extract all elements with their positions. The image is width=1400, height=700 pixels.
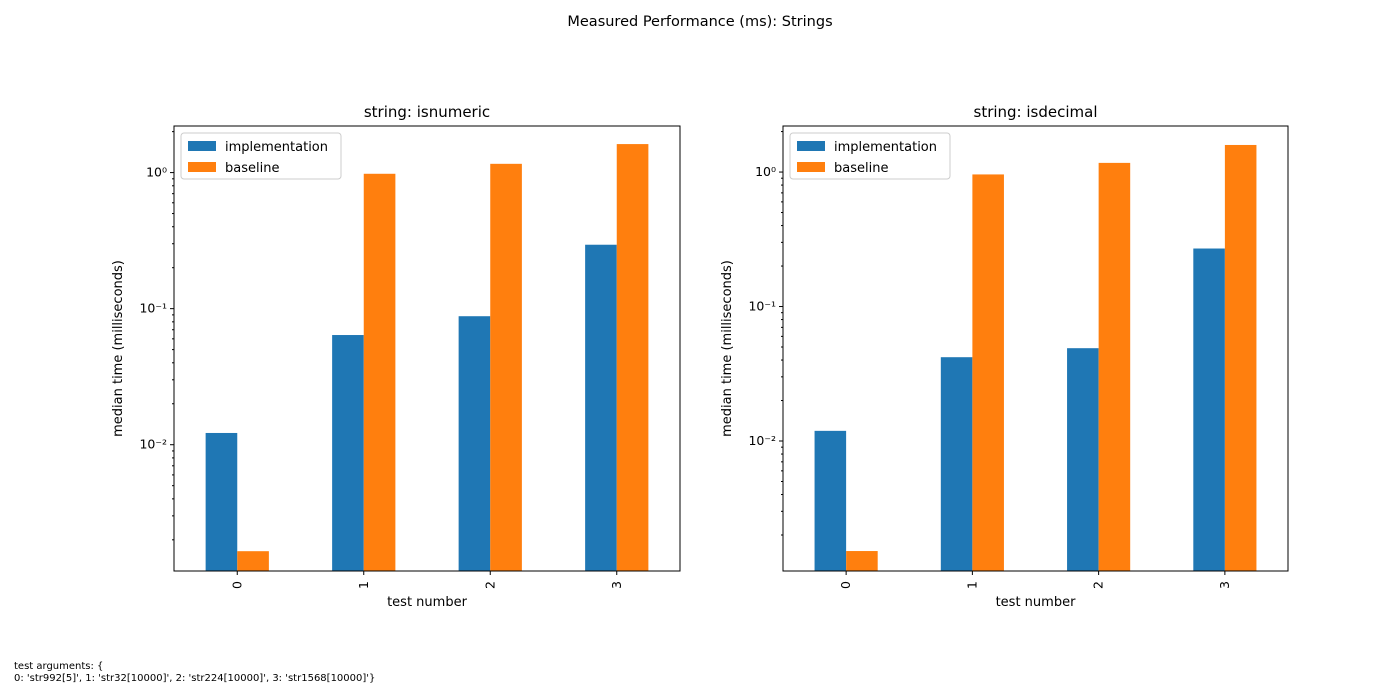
y-tick-label: 10⁻² bbox=[139, 437, 167, 452]
footnote-line-2: 0: 'str992[5]', 1: 'str32[10000]', 2: 's… bbox=[14, 673, 376, 684]
x-axis-label: test number bbox=[387, 595, 467, 610]
bar-baseline-1 bbox=[972, 174, 1004, 571]
bar-implementation-0 bbox=[205, 432, 238, 571]
bar-implementation-2 bbox=[458, 316, 491, 571]
x-tick-label: 3 bbox=[1217, 581, 1232, 589]
y-tick-label: 10⁻¹ bbox=[139, 301, 167, 316]
bar-baseline-1 bbox=[363, 173, 396, 571]
legend-label-baseline: baseline bbox=[834, 161, 888, 176]
y-axis-label: median time (milliseconds) bbox=[720, 260, 735, 437]
test-arguments-footnote: test arguments: {0: 'str992[5]', 1: 'str… bbox=[14, 661, 375, 685]
legend-box bbox=[180, 132, 342, 180]
bar-implementation-1 bbox=[332, 335, 364, 571]
bar-baseline-2 bbox=[1098, 162, 1131, 571]
y-tick-label: 10⁻² bbox=[748, 433, 776, 448]
figure-suptitle: Measured Performance (ms): Strings bbox=[567, 14, 832, 30]
x-tick-label: 1 bbox=[964, 581, 979, 589]
bar-implementation-1 bbox=[940, 357, 973, 571]
bar-implementation-2 bbox=[1067, 348, 1099, 571]
y-tick-label: 10⁻¹ bbox=[748, 299, 776, 314]
plot-frame bbox=[782, 125, 1289, 572]
bar-baseline-3 bbox=[1224, 144, 1257, 571]
bar-implementation-0 bbox=[814, 430, 847, 571]
x-tick-label: 3 bbox=[609, 581, 624, 589]
legend-swatch-baseline bbox=[188, 162, 216, 172]
bar-implementation-3 bbox=[585, 244, 617, 572]
x-axis-label: test number bbox=[996, 595, 1076, 610]
footnote-line-1: test arguments: { bbox=[14, 661, 104, 672]
legend-label-implementation: implementation bbox=[225, 140, 328, 155]
x-tick-label: 0 bbox=[229, 581, 244, 589]
x-tick-label: 2 bbox=[1091, 581, 1106, 589]
legend-swatch-implementation bbox=[188, 141, 216, 151]
x-tick-label: 0 bbox=[838, 581, 853, 589]
bar-baseline-0 bbox=[846, 551, 878, 571]
chart-isnumeric: 0 1 2 3 10⁻² 10⁻¹ 10⁰ string: isnumeric test num… bbox=[111, 103, 681, 610]
bar-baseline-3 bbox=[616, 144, 649, 571]
x-tick-label: 1 bbox=[356, 581, 371, 589]
legend-label-implementation: implementation bbox=[834, 140, 937, 155]
bar-implementation-3 bbox=[1193, 248, 1225, 571]
legend-swatch-baseline bbox=[797, 162, 825, 172]
x-tick-label: 2 bbox=[482, 581, 497, 589]
y-tick-label: 10⁰ bbox=[146, 165, 167, 180]
legend-swatch-implementation bbox=[797, 141, 825, 151]
axes-title: string: isnumeric bbox=[364, 103, 490, 121]
plot-frame bbox=[173, 125, 681, 572]
axes-title: string: isdecimal bbox=[974, 103, 1098, 121]
legend-box bbox=[789, 132, 951, 180]
bar-baseline-2 bbox=[490, 163, 522, 571]
bar-baseline-0 bbox=[237, 551, 269, 571]
y-axis-label: median time (milliseconds) bbox=[111, 260, 126, 437]
legend: implementation baseline bbox=[789, 132, 951, 180]
y-tick-label: 10⁰ bbox=[755, 164, 776, 179]
chart-isdecimal: 0 1 2 3 10⁻² 10⁻¹ 10⁰ string: isdecimal test num… bbox=[720, 103, 1289, 610]
legend: implementation baseline bbox=[180, 132, 342, 180]
legend-label-baseline: baseline bbox=[225, 161, 279, 176]
